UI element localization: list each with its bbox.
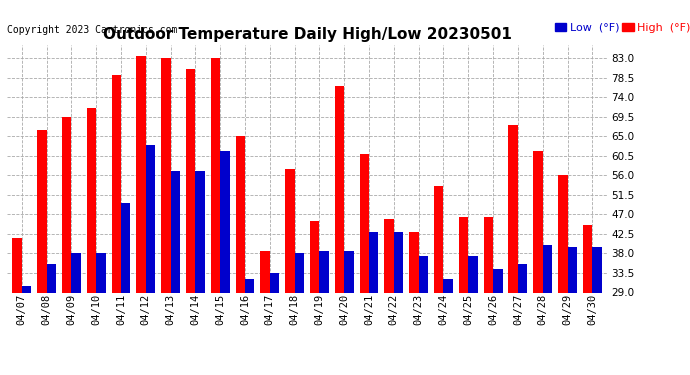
Bar xyxy=(220,152,230,292)
Bar xyxy=(518,264,527,292)
Bar xyxy=(161,58,170,292)
Bar xyxy=(484,216,493,292)
Bar xyxy=(245,279,255,292)
Bar xyxy=(567,247,577,292)
Title: Outdoor Temperature Daily High/Low 20230501: Outdoor Temperature Daily High/Low 20230… xyxy=(103,27,511,42)
Bar xyxy=(260,251,270,292)
Bar xyxy=(434,186,444,292)
Bar xyxy=(47,264,56,292)
Bar xyxy=(71,254,81,292)
Bar xyxy=(87,108,96,292)
Bar xyxy=(295,254,304,292)
Bar xyxy=(62,117,71,292)
Bar xyxy=(186,69,195,292)
Bar xyxy=(558,175,567,292)
Bar xyxy=(359,153,369,292)
Bar xyxy=(419,256,428,292)
Text: Copyright 2023 Cartronics.com: Copyright 2023 Cartronics.com xyxy=(7,25,177,35)
Bar xyxy=(195,171,205,292)
Bar xyxy=(22,286,31,292)
Bar xyxy=(384,219,394,292)
Bar xyxy=(409,232,419,292)
Bar xyxy=(592,247,602,292)
Bar xyxy=(344,251,354,292)
Bar xyxy=(509,125,518,292)
Bar xyxy=(583,225,592,292)
Bar xyxy=(444,279,453,292)
Bar xyxy=(319,251,329,292)
Bar xyxy=(235,136,245,292)
Bar xyxy=(112,75,121,292)
Bar xyxy=(285,169,295,292)
Bar xyxy=(121,204,130,292)
Bar xyxy=(310,221,319,292)
Bar xyxy=(37,130,47,292)
Bar xyxy=(146,145,155,292)
Bar xyxy=(394,232,403,292)
Bar xyxy=(533,152,543,292)
Bar xyxy=(211,58,220,292)
Bar xyxy=(335,86,344,292)
Bar xyxy=(137,56,146,292)
Bar xyxy=(369,232,379,292)
Bar xyxy=(12,238,22,292)
Bar xyxy=(469,256,477,292)
Bar xyxy=(493,268,502,292)
Bar xyxy=(270,273,279,292)
Bar xyxy=(96,254,106,292)
Bar xyxy=(543,245,552,292)
Bar xyxy=(170,171,180,292)
Bar xyxy=(459,216,469,292)
Legend: Low  (°F), High  (°F): Low (°F), High (°F) xyxy=(551,18,690,38)
